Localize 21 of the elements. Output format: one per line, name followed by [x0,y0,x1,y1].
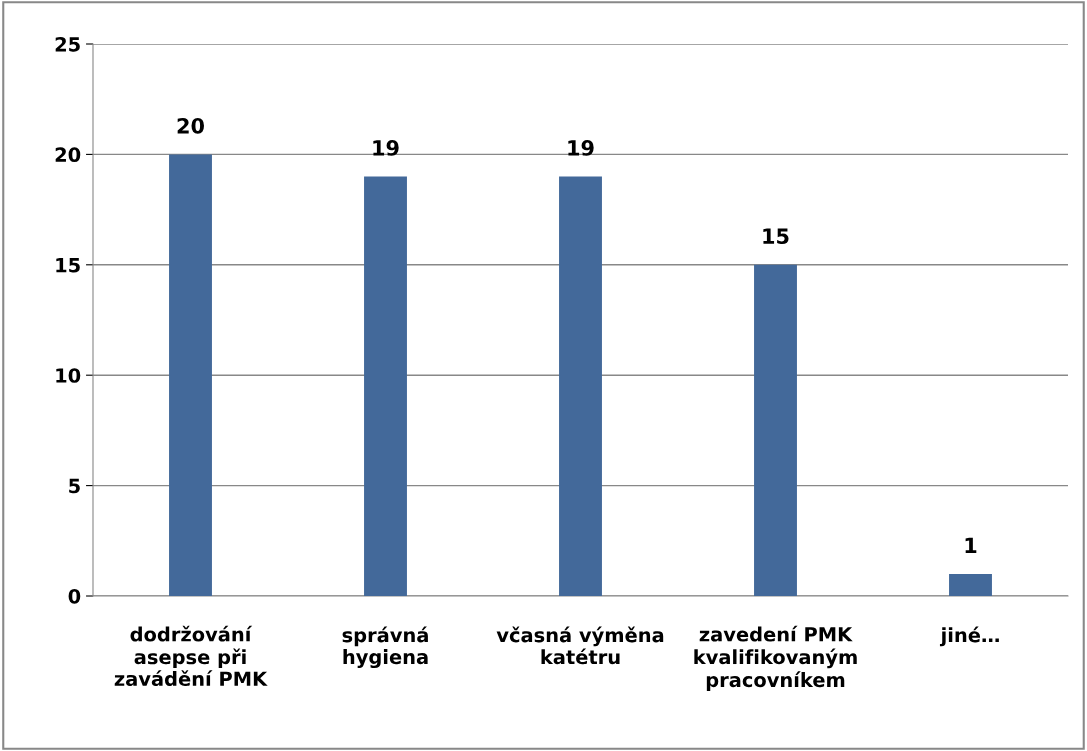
y-tick-label: 5 [69,478,80,494]
bar [559,176,602,596]
data-label: 19 [568,140,594,156]
bar [364,176,407,596]
x-tick-label: jiné… [939,626,999,647]
bar [169,154,212,596]
y-tick-label: 20 [55,147,81,163]
y-tick-label: 15 [56,258,80,273]
x-tick-label: zavedení PMK kvalifikovaným pracovníkem [694,625,857,691]
y-tick-label: 0 [68,588,81,604]
x-tick-label: dodržování asepse při zavádění PMK [114,625,268,687]
data-label: 15 [763,228,789,245]
bar [754,264,797,596]
data-label: 19 [373,140,399,156]
y-tick-label: 10 [56,368,81,383]
data-label: 1 [965,537,977,553]
x-tick-label: správná hygiena [342,626,428,669]
bar [949,573,992,596]
data-label: 20 [177,117,204,134]
y-tick-label: 25 [55,36,80,52]
x-tick-label: včasná výměna katétru [496,626,664,665]
